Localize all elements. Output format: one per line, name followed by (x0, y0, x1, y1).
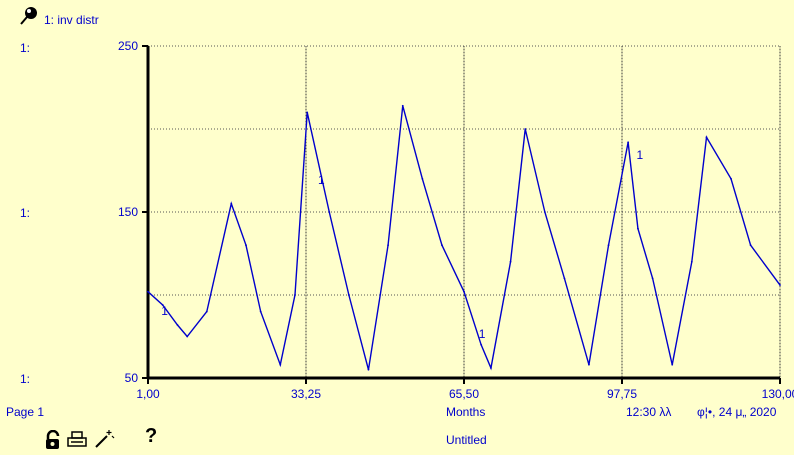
document-title: Untitled (446, 433, 487, 447)
series-point (563, 277, 566, 280)
series-line-0 (147, 105, 781, 371)
x-axis-title: Months (446, 405, 486, 419)
series-point (705, 136, 708, 139)
series-point (387, 244, 389, 247)
x-tick-label: 1,00 (136, 387, 160, 401)
series-point (245, 244, 247, 247)
x-tick-label: 65,50 (449, 387, 479, 401)
series-point (279, 363, 282, 366)
series-point (176, 323, 179, 326)
x-tick-label: 33,25 (291, 387, 321, 401)
series-point-label: 1 (161, 304, 168, 318)
date-label: φ¦•, 24 μ„ 2020 (697, 405, 777, 419)
series-label: 1: inv distr (44, 13, 99, 27)
series-point (230, 202, 233, 205)
series-point (690, 260, 693, 263)
series-point (509, 260, 512, 263)
series-point (401, 104, 404, 107)
series-point (607, 244, 610, 247)
x-tick-label: 130,00 (762, 387, 794, 401)
y-tick-label: 50 (125, 371, 139, 385)
series-point (627, 141, 630, 144)
y-tick-label: 150 (118, 205, 138, 219)
axis-prefix-mid: 1: (20, 206, 31, 220)
series-point (588, 363, 590, 366)
series-point (490, 367, 492, 369)
series-point (147, 290, 149, 293)
series-point (294, 294, 296, 296)
series-point-label: 1 (636, 148, 643, 162)
lock-icon[interactable] (44, 429, 62, 450)
axis-prefix-bot: 1: (20, 372, 31, 386)
series-point (328, 211, 331, 213)
series-point (749, 244, 752, 247)
x-tick-label: 97,75 (607, 387, 637, 401)
pin-icon[interactable] (18, 5, 40, 27)
axis-prefix-top: 1: (20, 41, 31, 55)
time-label: 12:30 λλ (626, 405, 672, 419)
series-point-label: 1 (318, 173, 325, 187)
series-point (441, 244, 443, 247)
printer-icon[interactable] (66, 430, 88, 450)
series-point (347, 294, 350, 296)
series-point (463, 290, 465, 293)
series-point (367, 368, 370, 371)
series-point (543, 211, 546, 213)
series-point (205, 310, 208, 313)
series-point (161, 304, 164, 306)
series-point (637, 227, 639, 230)
series-point (186, 335, 189, 338)
series-point (671, 363, 674, 366)
y-tick-label: 250 (118, 39, 138, 53)
series-point (779, 284, 781, 286)
series-point (730, 177, 732, 180)
series-point (480, 343, 483, 346)
series-point (259, 310, 262, 313)
series-point (651, 277, 654, 280)
series-point (421, 177, 424, 180)
page-label: Page 1 (6, 405, 45, 419)
series-point-label: 1 (479, 327, 486, 341)
series-point (306, 111, 309, 114)
series-point (524, 128, 527, 130)
help-button[interactable]: ? (145, 425, 158, 447)
magic-wand-icon[interactable] (93, 429, 115, 449)
